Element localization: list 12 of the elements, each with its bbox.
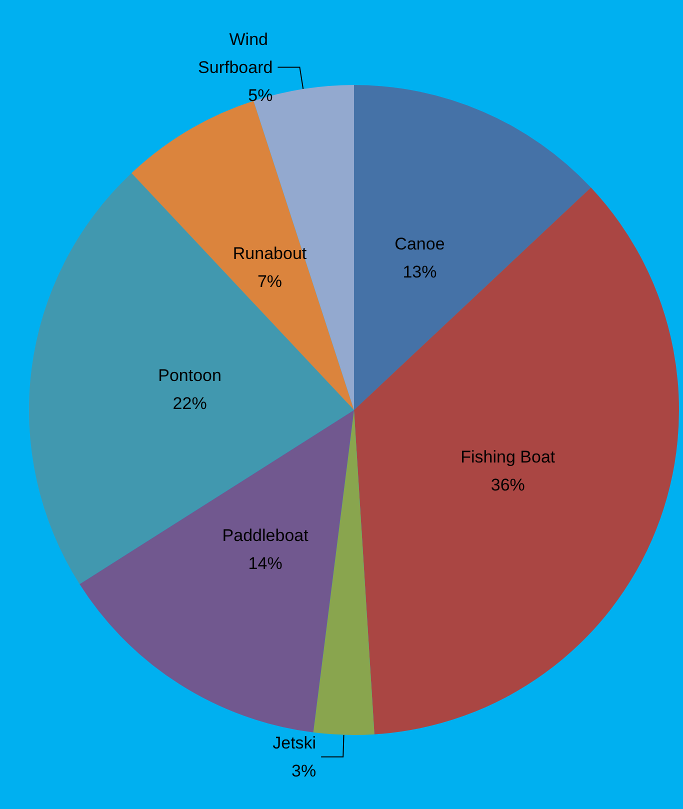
data-label: 36% [490, 475, 525, 494]
data-label: 22% [172, 394, 207, 413]
slice-label: Pontoon [158, 366, 222, 385]
data-label: 14% [248, 554, 282, 574]
slice-label: Paddleboat [222, 526, 309, 546]
slice-label: Canoe [394, 234, 445, 254]
slice-label: Fishing Boat [460, 447, 556, 466]
data-label: 7% [257, 272, 282, 292]
data-label: 13% [402, 262, 437, 282]
slice-label: Jetski [272, 733, 316, 752]
data-label: 3% [292, 761, 316, 780]
slice-label: Wind Surfboard [198, 30, 273, 77]
